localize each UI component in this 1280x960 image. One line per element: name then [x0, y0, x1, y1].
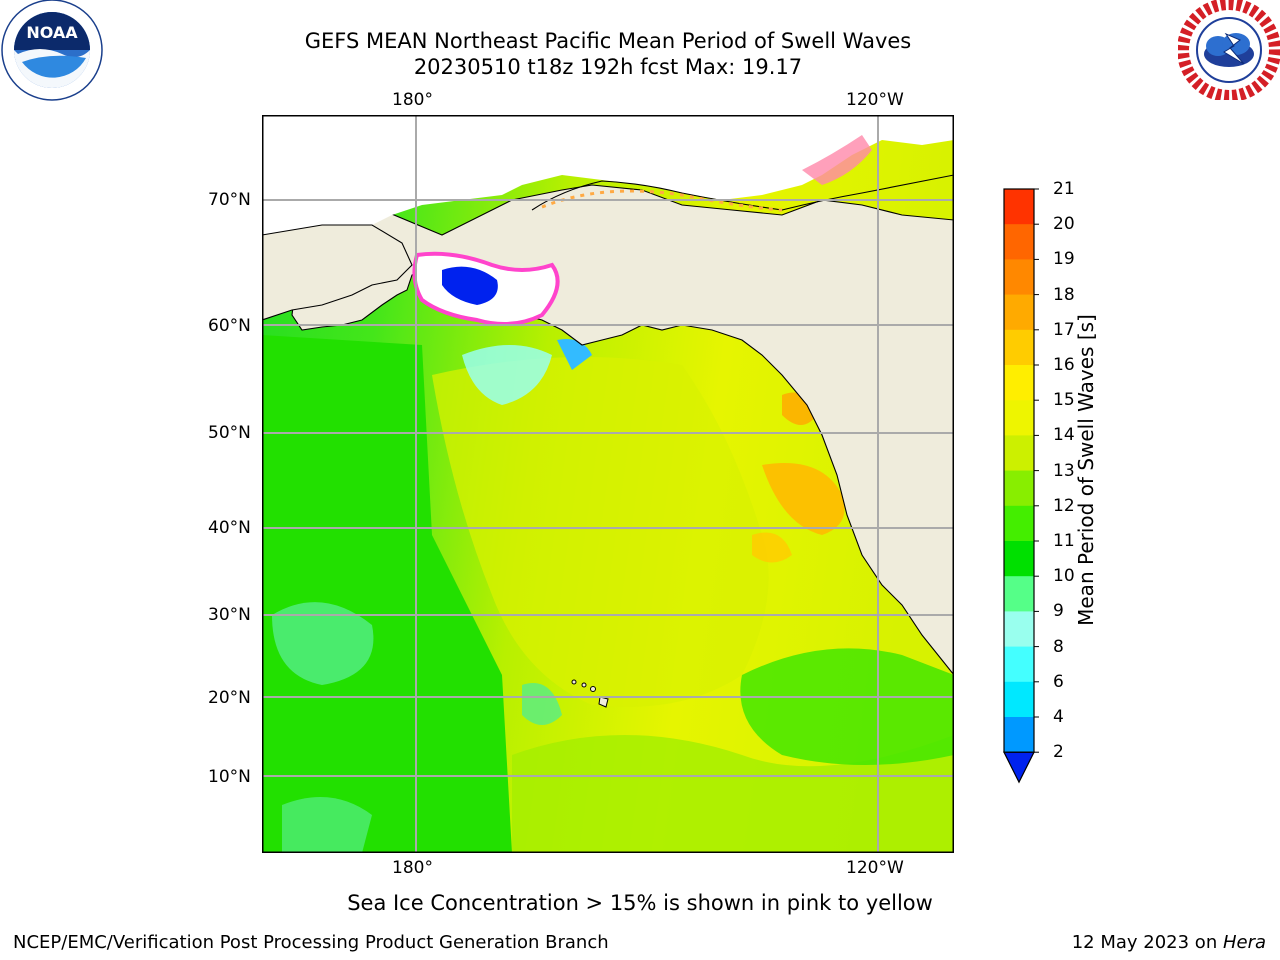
colorbar-segment	[1004, 224, 1034, 260]
footer-branch: NCEP/EMC/Verification Post Processing Pr…	[13, 932, 609, 953]
graticule	[262, 115, 954, 853]
colorbar-tick-label: 13	[1053, 460, 1075, 481]
colorbar-segment	[1004, 400, 1034, 436]
nws-logo	[1177, 0, 1280, 102]
colorbar-segment	[1004, 189, 1034, 225]
colorbar-segment	[1004, 470, 1034, 507]
colorbar-tick-label: 10	[1053, 566, 1075, 587]
land-arctic	[262, 115, 954, 235]
footer-host: Hera	[1222, 932, 1266, 953]
sea-ice-arctic-bay	[802, 135, 872, 185]
lon-label-top: 180°	[392, 90, 433, 110]
hawaii-islands	[571, 679, 609, 708]
green-region-east	[740, 648, 954, 765]
lon-label-top: 120°W	[846, 90, 904, 110]
colorbar-tick-label: 15	[1053, 390, 1075, 411]
yellow-band	[432, 357, 769, 707]
colorbar	[1000, 186, 1040, 786]
colorbar-segment	[1004, 611, 1034, 648]
footer-date-text: 12 May 2023 on	[1071, 932, 1223, 953]
colorbar-segment	[1004, 505, 1034, 542]
sea-ice-core	[442, 266, 498, 305]
colorbar-tick-label: 20	[1053, 214, 1075, 235]
lon-label-bottom: 120°W	[846, 858, 904, 878]
lat-label: 20°N	[208, 688, 251, 708]
lat-label: 60°N	[208, 316, 251, 336]
colorbar-extend-triangle	[1003, 751, 1035, 784]
colorbar-segment	[1004, 541, 1034, 577]
lon-label-bottom: 180°	[392, 858, 433, 878]
noaa-logo: NOAA	[0, 0, 104, 104]
colorbar-tick-label: 6	[1053, 671, 1064, 692]
colorbar-tick-label: 17	[1053, 319, 1075, 340]
colorbar-tick-label: 19	[1053, 249, 1075, 270]
colorbar-tick-labels: 21 20 19 18 17 16 15 14 13 12 11 10 9 8 6 4 2	[1053, 0, 1113, 960]
coastline-arctic	[531, 174, 954, 211]
colorbar-segment	[1004, 717, 1034, 753]
swell-period-map	[262, 115, 954, 853]
lat-label: 70°N	[208, 190, 251, 210]
colorbar-segment	[1004, 329, 1034, 366]
svg-text:NOAA: NOAA	[26, 23, 78, 42]
sea-ice-caption: Sea Ice Concentration > 15% is shown in …	[347, 891, 933, 915]
colorbar-segment	[1004, 259, 1034, 296]
map-subtitle: 20230510 t18z 192h fcst Max: 19.17	[413, 55, 803, 79]
light-green-patch	[272, 602, 374, 685]
cyan-swell-area	[462, 345, 552, 405]
colorbar-segment	[1004, 435, 1034, 472]
orange-swell-area	[752, 532, 792, 563]
green-region-west	[262, 335, 512, 853]
colorbar-tick-label: 11	[1053, 531, 1075, 551]
cyan-swell-area	[557, 339, 592, 370]
lat-label: 50°N	[208, 423, 251, 443]
colorbar-tick-label: 12	[1053, 495, 1075, 516]
lat-label: 10°N	[208, 767, 251, 787]
colorbar-tick-label: 14	[1053, 425, 1075, 446]
colorbar-tick-label: 8	[1053, 636, 1064, 657]
colorbar-label: Mean Period of Swell Waves [s]	[1074, 314, 1098, 626]
sea-ice-arctic-coast	[541, 189, 783, 212]
land-siberia	[262, 224, 413, 321]
colorbar-tick-label: 21	[1053, 179, 1075, 199]
lat-label: 30°N	[208, 605, 251, 625]
lat-label: 40°N	[208, 518, 251, 538]
green-region-south	[512, 735, 954, 853]
colorbar-tick-label: 2	[1053, 742, 1064, 763]
colorbar-segment	[1004, 365, 1034, 401]
footer-date: 12 May 2023 on Hera	[1072, 932, 1266, 954]
orange-swell-area	[762, 463, 845, 535]
colorbar-segment	[1004, 681, 1034, 718]
colorbar-tick-label: 18	[1053, 284, 1075, 305]
colorbar-segment	[1004, 294, 1034, 331]
light-green-patch	[522, 683, 562, 725]
map-title: GEFS MEAN Northeast Pacific Mean Period …	[304, 29, 912, 53]
colorbar-tick-label: 9	[1053, 601, 1064, 622]
light-green-patch	[282, 797, 372, 853]
colorbar-tick-label: 16	[1053, 355, 1075, 375]
colorbar-segment	[1004, 646, 1034, 683]
colorbar-segment	[1004, 576, 1034, 612]
colorbar-tick-label: 4	[1053, 707, 1064, 727]
